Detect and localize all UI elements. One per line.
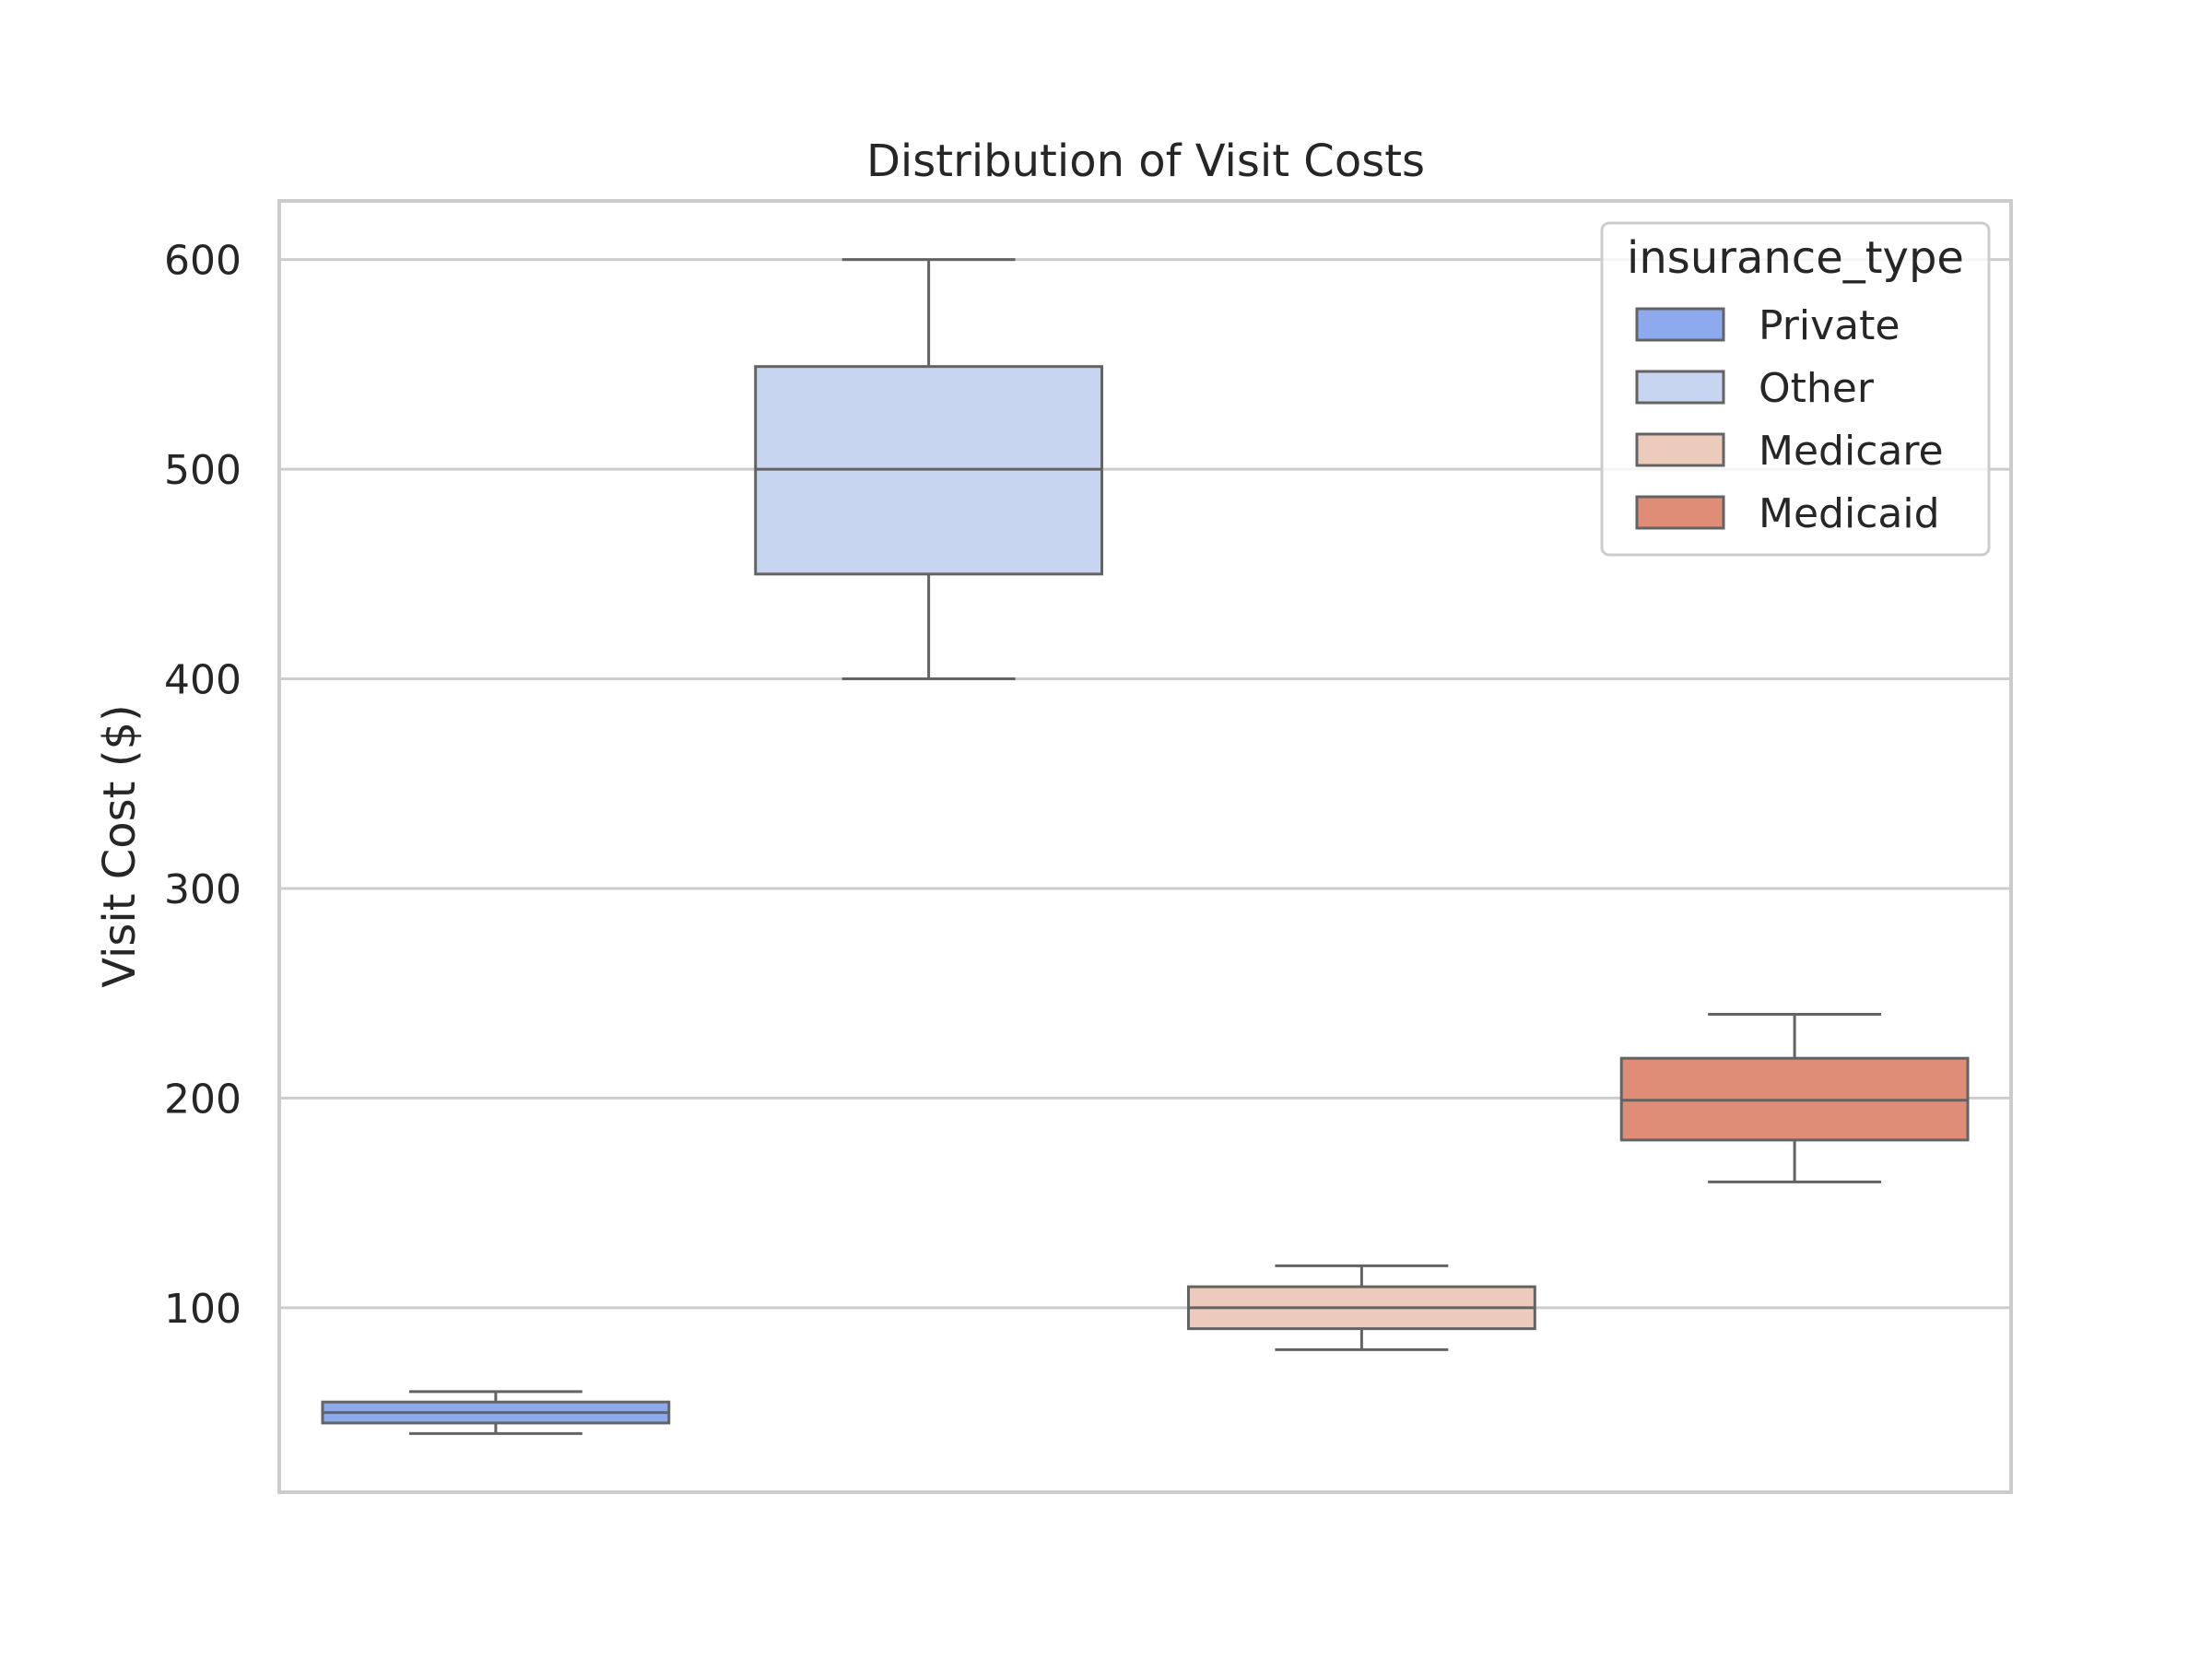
legend-swatch-medicare — [1635, 432, 1725, 467]
y-tick-label-300: 300 — [164, 866, 241, 913]
y-tick-label-200: 200 — [164, 1076, 241, 1123]
legend-frame — [1600, 221, 1991, 557]
legend-label-medicare: Medicare — [1759, 428, 1944, 475]
y-tick-label-100: 100 — [164, 1286, 241, 1333]
box-medicaid — [1619, 1012, 1970, 1183]
legend-title: insurance_type — [1627, 232, 1964, 284]
y-tick-label-400: 400 — [164, 657, 241, 704]
box-private — [321, 1390, 671, 1435]
boxes — [321, 258, 1970, 1435]
y-tick-label-600: 600 — [164, 238, 241, 285]
legend-swatch-other — [1635, 370, 1725, 405]
grid-layer — [279, 258, 2011, 1310]
legend-swatch-medicaid — [1635, 495, 1725, 530]
y-tick-label-500: 500 — [164, 447, 241, 494]
legend-label-medicaid: Medicaid — [1759, 490, 1940, 537]
chart-title: Distribution of Visit Costs — [866, 135, 1425, 187]
plot-frame — [277, 199, 2013, 1494]
legend-swatch-private — [1635, 307, 1725, 342]
y-axis-label: Visit Cost ($) — [94, 704, 146, 988]
legend-label-private: Private — [1759, 302, 1900, 349]
legend-items: Private Other Medicare Medicaid — [1635, 302, 1944, 537]
y-tick-labels: 100 200 300 400 500 600 — [164, 238, 241, 1333]
legend-label-other: Other — [1759, 365, 1875, 412]
legend: insurance_type Private Other Medicare Medic… — [1600, 221, 1991, 557]
box-medicare — [1186, 1264, 1536, 1351]
box-other — [754, 258, 1104, 681]
